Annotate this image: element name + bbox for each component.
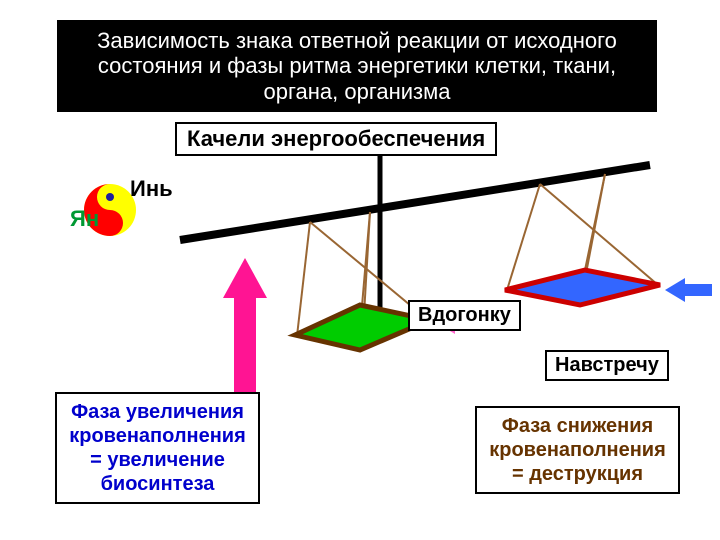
rope	[507, 184, 540, 290]
arrow-up	[223, 258, 267, 398]
vdogonku-text: Вдогонку	[418, 304, 511, 326]
right-seat	[505, 270, 660, 305]
left-phase-box: Фаза увеличения кровенаполнения = увелич…	[55, 392, 260, 504]
navstrechu-box: Навстречу	[545, 350, 669, 381]
rope	[297, 222, 310, 336]
right-phase-box: Фаза снижения кровенаполнения = деструкц…	[475, 406, 680, 494]
yan-label: Ян	[70, 206, 99, 232]
yin-label: Инь	[130, 176, 173, 202]
navstrechu-text: Навстречу	[555, 354, 659, 376]
arrow-right-small	[665, 278, 712, 302]
title-text: Зависимость знака ответной реакции от ис…	[71, 28, 643, 104]
subtitle-text: Качели энергообеспечения	[187, 126, 485, 151]
vdogonku-box: Вдогонку	[408, 300, 521, 331]
subtitle-box: Качели энергообеспечения	[175, 122, 497, 156]
left-phase-text: Фаза увеличения кровенаполнения = увелич…	[67, 400, 248, 496]
title-box: Зависимость знака ответной реакции от ис…	[57, 20, 657, 112]
right-phase-text: Фаза снижения кровенаполнения = деструкц…	[487, 414, 668, 486]
seesaw-beam	[180, 165, 650, 240]
